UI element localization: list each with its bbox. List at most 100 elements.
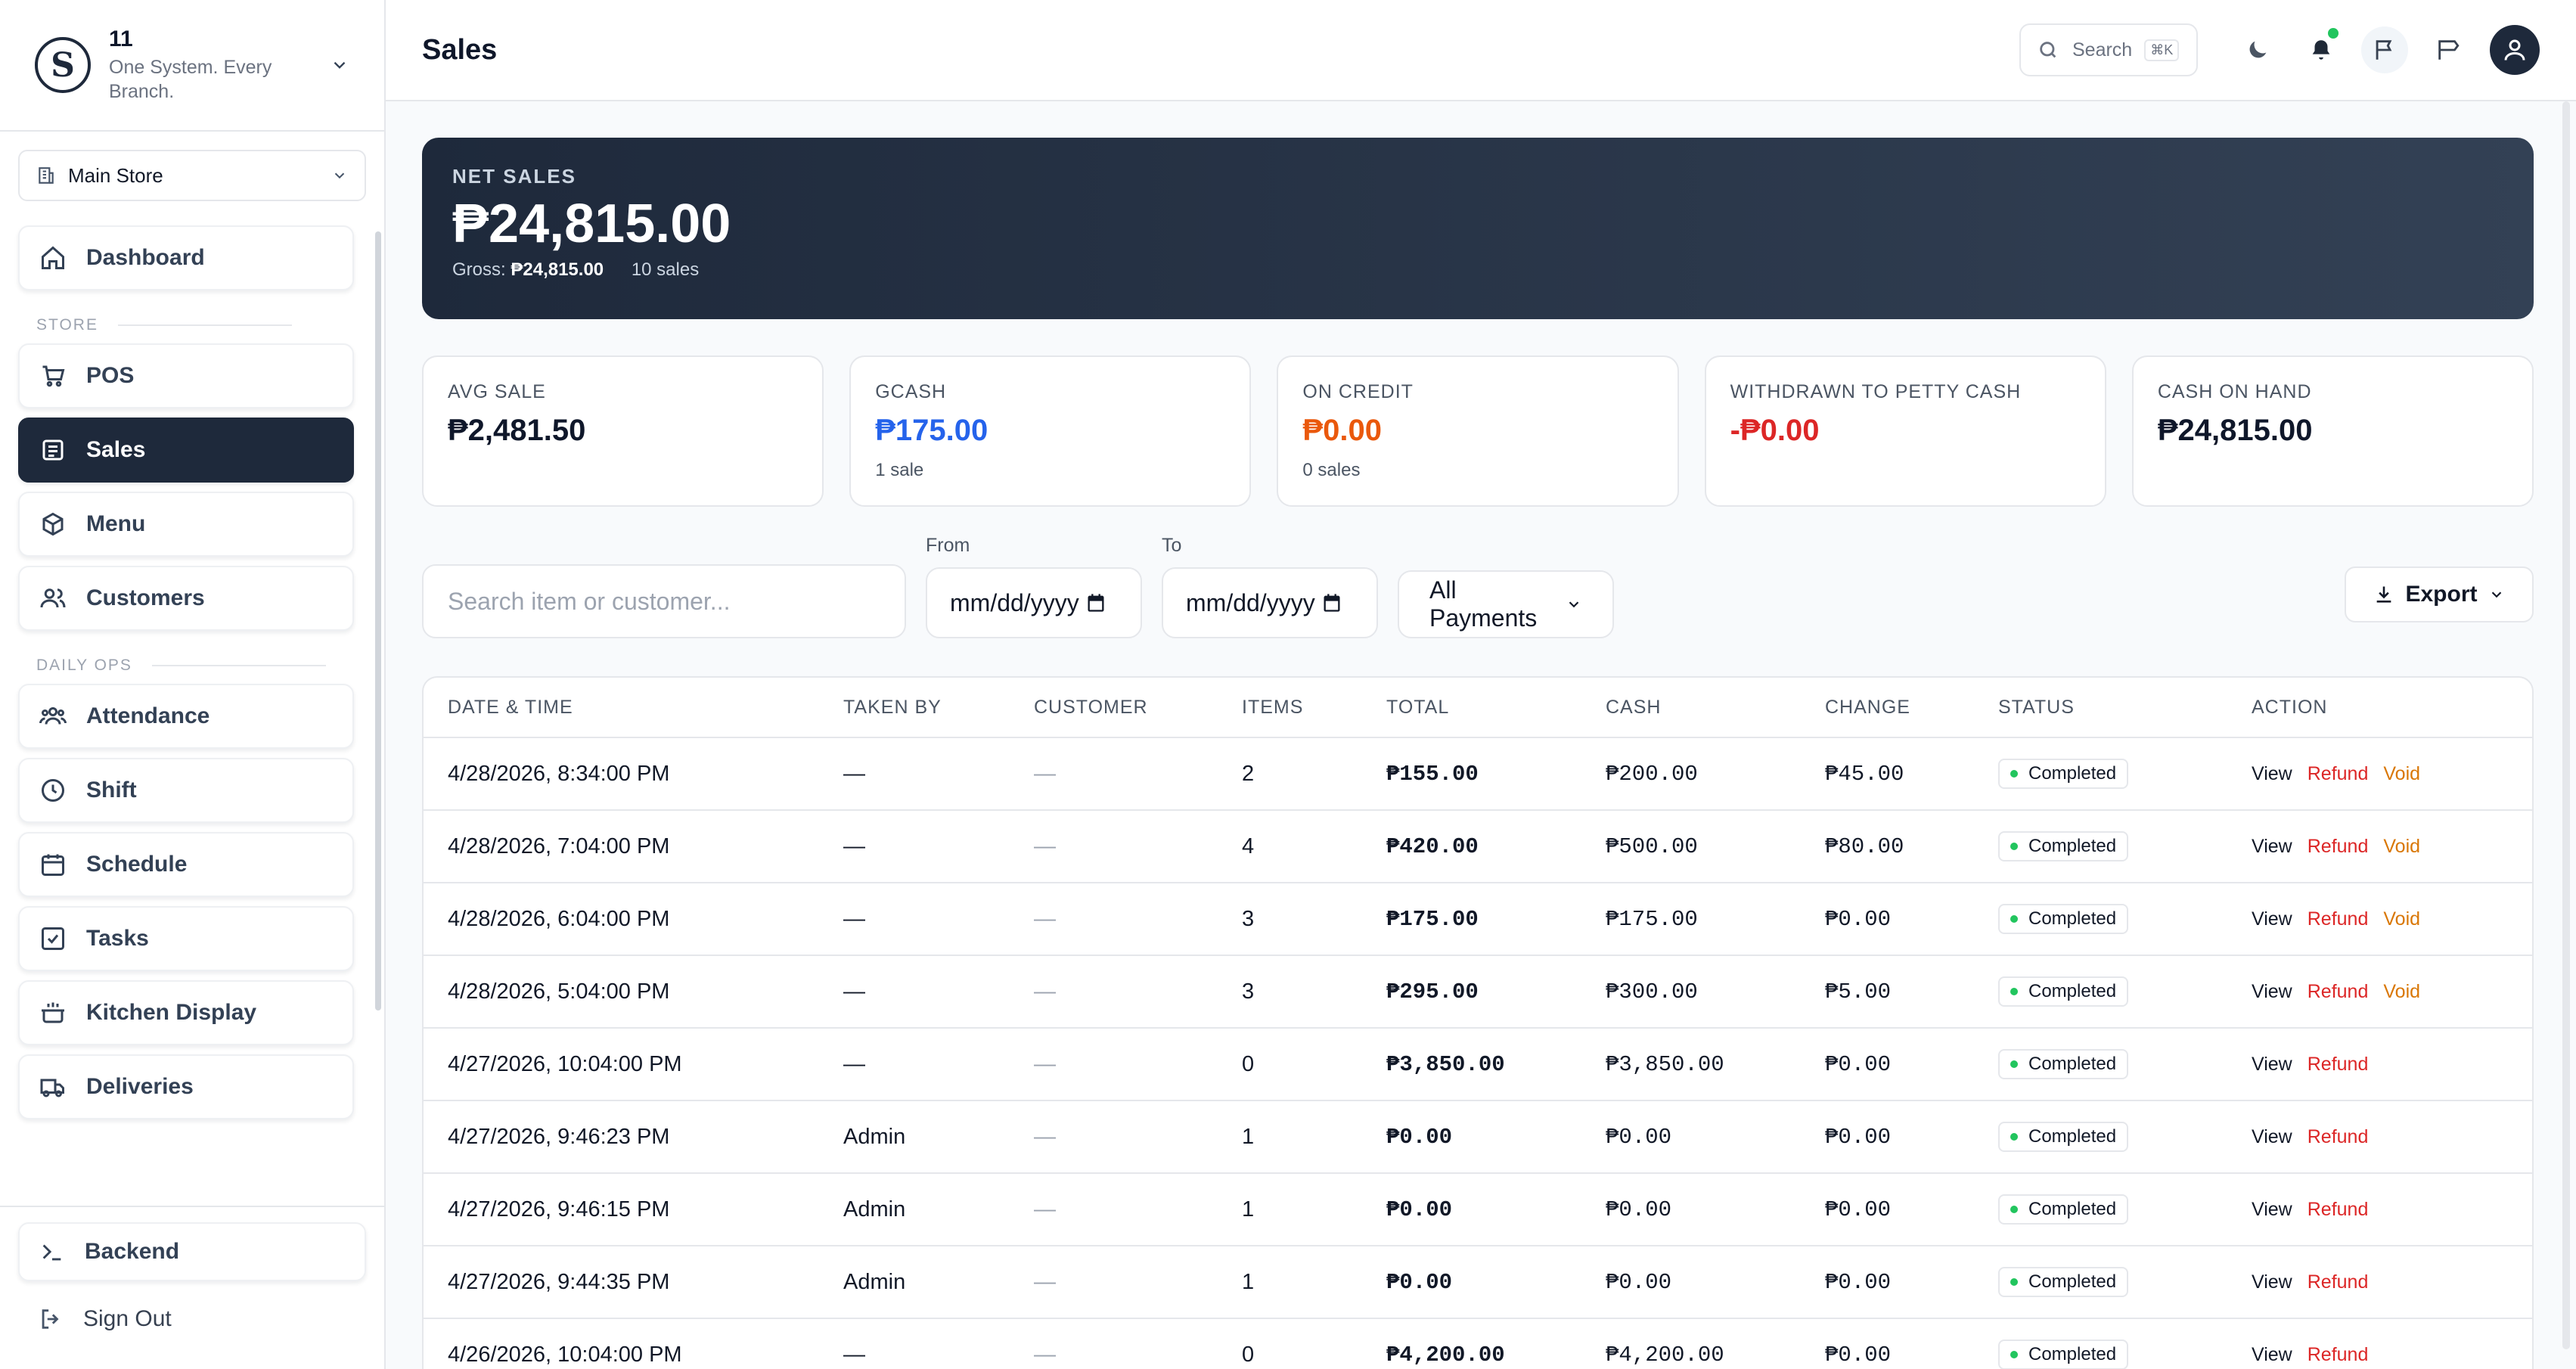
to-date-input[interactable]: mm/dd/yyyy (1162, 567, 1378, 638)
view-link[interactable]: View (2252, 1125, 2292, 1147)
cell-change: ₱0.00 (1825, 1051, 1892, 1077)
table-row[interactable]: 4/27/2026, 10:04:00 PM — — 0 ₱3,850.00 ₱3,850… (424, 1029, 2532, 1101)
sidebar-item-deliveries[interactable]: Deliveries (18, 1054, 354, 1119)
sidebar-item-customers[interactable]: Customers (18, 566, 354, 631)
backend-label: Backend (85, 1239, 180, 1264)
cell-actions: View Refund (2252, 1271, 2508, 1293)
refund-link[interactable]: Refund (2307, 835, 2369, 857)
cell-date: 4/27/2026, 9:44:35 PM (448, 1269, 670, 1294)
backend-button[interactable]: Backend (18, 1222, 366, 1281)
cell-cash: ₱0.00 (1606, 1269, 1672, 1295)
view-link[interactable]: View (2252, 908, 2292, 930)
refund-link[interactable]: Refund (2307, 1125, 2369, 1147)
refund-link[interactable]: Refund (2307, 1198, 2369, 1220)
column-header-status: STATUS (1998, 696, 2075, 718)
view-link[interactable]: View (2252, 980, 2292, 1002)
void-link[interactable]: Void (2383, 835, 2421, 857)
tour-button[interactable] (2425, 26, 2472, 73)
refund-link[interactable]: Refund (2307, 1053, 2369, 1075)
bell-icon (2312, 40, 2330, 60)
sidebar-item-sales[interactable]: Sales (18, 418, 354, 483)
net-sales-details: Gross: ₱24,815.00 10 sales (452, 259, 2503, 281)
cell-date: 4/27/2026, 9:46:15 PM (448, 1197, 670, 1222)
users-icon (40, 588, 66, 608)
notifications-button[interactable] (2298, 26, 2345, 73)
brand-tagline: One System. Every Branch. (109, 57, 272, 102)
payment-filter-select[interactable]: All Payments (1398, 570, 1614, 638)
logout-icon (42, 1309, 59, 1329)
sidebar-item-label: Kitchen Display (86, 1000, 257, 1025)
cell-date: 4/28/2026, 7:04:00 PM (448, 834, 670, 858)
stat-card-avg-sale: AVG SALE ₱2,481.50 (422, 355, 824, 507)
store-selector[interactable]: Main Store (18, 150, 366, 201)
sidebar: S 11 One System. Every Branch. Main Stor… (0, 0, 386, 1369)
calendar-icon[interactable] (1085, 592, 1106, 613)
status-badge: Completed (1998, 831, 2129, 861)
export-button[interactable]: Export (2345, 567, 2534, 622)
cell-items: 3 (1242, 979, 1255, 1004)
cell-cash: ₱300.00 (1606, 979, 1698, 1004)
table-row[interactable]: 4/27/2026, 9:46:15 PM Admin — 1 ₱0.00 ₱0.00 ₱0… (424, 1174, 2532, 1246)
stat-label: CASH ON HAND (2157, 381, 2312, 402)
table-row[interactable]: 4/28/2026, 5:04:00 PM — — 3 ₱295.00 ₱300.00 ₱5… (424, 956, 2532, 1029)
cell-date: 4/28/2026, 8:34:00 PM (448, 761, 670, 786)
moon-icon (2249, 41, 2267, 58)
table-row[interactable]: 4/27/2026, 9:44:35 PM Admin — 1 ₱0.00 ₱0.00 ₱0… (424, 1246, 2532, 1319)
calendar-icon[interactable] (1321, 592, 1342, 613)
refund-link[interactable]: Refund (2307, 908, 2369, 930)
table-row[interactable]: 4/26/2026, 10:04:00 PM — — 0 ₱4,200.00 ₱4,200… (424, 1319, 2532, 1369)
column-header-total: TOTAL (1386, 696, 1450, 718)
cell-taken-by: — (843, 1342, 865, 1367)
cell-total: ₱4,200.00 (1386, 1342, 1505, 1367)
sidebar-item-pos[interactable]: POS (18, 343, 354, 408)
view-link[interactable]: View (2252, 1343, 2292, 1365)
refund-link[interactable]: Refund (2307, 980, 2369, 1002)
sidebar-footer: Backend Sign Out (0, 1206, 384, 1369)
void-link[interactable]: Void (2383, 908, 2421, 930)
sidebar-scrollbar[interactable] (375, 231, 381, 1010)
cell-actions: View Refund (2252, 1199, 2508, 1221)
cell-date: 4/28/2026, 5:04:00 PM (448, 979, 670, 1004)
sidebar-item-menu[interactable]: Menu (18, 492, 354, 557)
view-link[interactable]: View (2252, 762, 2292, 784)
table-row[interactable]: 4/28/2026, 6:04:00 PM — — 3 ₱175.00 ₱175.00 ₱0… (424, 883, 2532, 956)
report-flag-button[interactable] (2361, 26, 2408, 73)
global-search-button[interactable]: Search ⌘K (2019, 23, 2198, 76)
view-link[interactable]: View (2252, 835, 2292, 857)
cell-total: ₱175.00 (1386, 906, 1479, 932)
column-header-customer: CUSTOMER (1034, 696, 1148, 718)
void-link[interactable]: Void (2383, 762, 2421, 784)
sidebar-item-attendance[interactable]: Attendance (18, 684, 354, 749)
brand-header[interactable]: S 11 One System. Every Branch. (0, 0, 384, 132)
view-link[interactable]: View (2252, 1053, 2292, 1075)
sidebar-item-label: Attendance (86, 703, 210, 728)
theme-toggle-button[interactable] (2234, 26, 2281, 73)
search-shortcut: ⌘K (2144, 39, 2180, 61)
table-row[interactable]: 4/28/2026, 8:34:00 PM — — 2 ₱155.00 ₱200.00 ₱4… (424, 738, 2532, 811)
column-header-cash: CASH (1606, 696, 1662, 718)
table-row[interactable]: 4/27/2026, 9:46:23 PM Admin — 1 ₱0.00 ₱0.00 ₱0… (424, 1101, 2532, 1174)
view-link[interactable]: View (2252, 1198, 2292, 1220)
user-icon (2504, 39, 2525, 61)
view-link[interactable]: View (2252, 1271, 2292, 1293)
sign-out-button[interactable]: Sign Out (18, 1292, 366, 1346)
from-date-input[interactable]: mm/dd/yyyy (926, 567, 1142, 638)
sidebar-item-shift[interactable]: Shift (18, 758, 354, 823)
sales-search-input[interactable]: Search item or customer... (422, 564, 906, 638)
sidebar-item-schedule[interactable]: Schedule (18, 832, 354, 897)
main-scrollbar[interactable] (2562, 101, 2570, 1349)
refund-link[interactable]: Refund (2307, 1343, 2369, 1365)
column-header-taken-by: TAKEN BY (843, 696, 942, 718)
refund-link[interactable]: Refund (2307, 1271, 2369, 1293)
sidebar-item-kitchen-display[interactable]: Kitchen Display (18, 980, 354, 1045)
status-badge: Completed (1998, 1194, 2129, 1225)
cell-change: ₱0.00 (1825, 1197, 1892, 1222)
table-row[interactable]: 4/28/2026, 7:04:00 PM — — 4 ₱420.00 ₱500.00 ₱8… (424, 811, 2532, 883)
cell-status: Completed (1998, 976, 2252, 1007)
void-link[interactable]: Void (2383, 980, 2421, 1002)
chevron-down-icon[interactable] (330, 55, 349, 75)
sidebar-item-tasks[interactable]: Tasks (18, 906, 354, 971)
user-avatar[interactable] (2490, 25, 2540, 75)
refund-link[interactable]: Refund (2307, 762, 2369, 784)
sidebar-item-dashboard[interactable]: Dashboard (18, 225, 354, 290)
